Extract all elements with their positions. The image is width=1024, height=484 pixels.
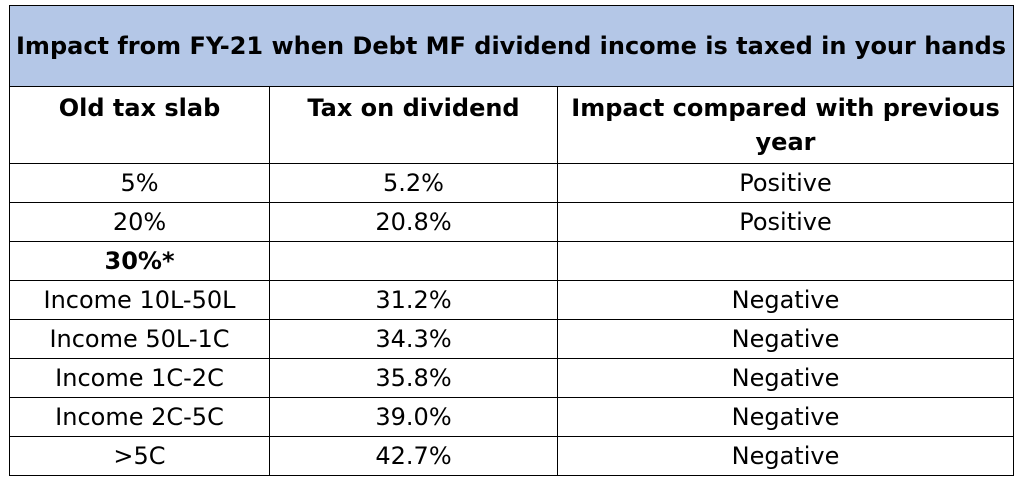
impact-cell: Positive [556,163,1015,203]
column-header-row: Old tax slab Tax on dividend Impact comp… [9,86,1015,164]
slab-cell: Income 1C-2C [9,358,270,398]
table-row: >5C 42.7% Negative [9,436,1015,476]
table-row: Income 10L-50L 31.2% Negative [9,280,1015,320]
column-header-impact: Impact compared with previous year [556,86,1015,164]
tax-cell: 39.0% [269,397,558,437]
column-header-old-tax-slab: Old tax slab [9,86,270,164]
impact-cell: Negative [556,397,1015,437]
slab-cell: Income 10L-50L [9,280,270,320]
table-title: Impact from FY-21 when Debt MF dividend … [8,5,1015,87]
slab-cell: Income 2C-5C [9,397,270,437]
tax-cell: 34.3% [269,319,558,359]
impact-cell: Negative [556,436,1015,476]
slab-cell: 5% [9,163,270,203]
tax-cell: 42.7% [269,436,558,476]
tax-cell: 5.2% [269,163,558,203]
slab-cell: 30%* [9,241,270,281]
impact-cell: Negative [556,280,1015,320]
tax-cell [269,241,558,281]
table-row: Income 1C-2C 35.8% Negative [9,358,1015,398]
tax-cell: 20.8% [269,202,558,242]
column-header-tax-on-dividend: Tax on dividend [269,86,558,164]
slab-cell: 20% [9,202,270,242]
table-row: 5% 5.2% Positive [9,163,1015,203]
tax-cell: 31.2% [269,280,558,320]
table-row: Income 2C-5C 39.0% Negative [9,397,1015,437]
tax-impact-table: Impact from FY-21 when Debt MF dividend … [8,5,1015,476]
tax-cell: 35.8% [269,358,558,398]
impact-cell: Positive [556,202,1015,242]
impact-cell [556,241,1015,281]
table-row: 30%* [9,241,1015,281]
table-row: Income 50L-1C 34.3% Negative [9,319,1015,359]
impact-cell: Negative [556,358,1015,398]
slab-cell: >5C [9,436,270,476]
impact-cell: Negative [556,319,1015,359]
table-row: 20% 20.8% Positive [9,202,1015,242]
slab-cell: Income 50L-1C [9,319,270,359]
